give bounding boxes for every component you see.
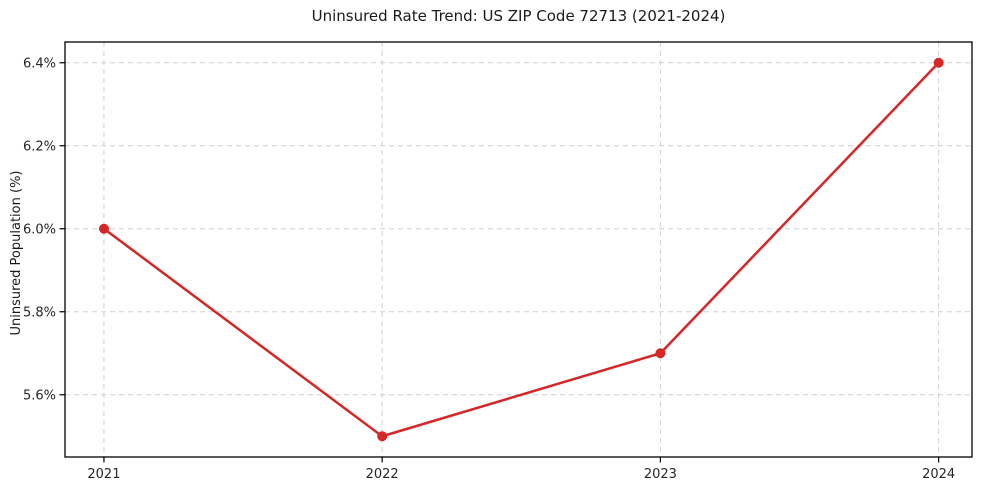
chart-title: Uninsured Rate Trend: US ZIP Code 72713 … <box>311 7 726 25</box>
data-point <box>377 431 388 442</box>
y-tick-label: 6.2% <box>23 139 56 154</box>
data-point <box>655 348 666 359</box>
y-axis-label-text: Uninsured Population (%) <box>9 170 24 336</box>
y-tick-label: 6.4% <box>23 56 56 71</box>
y-tick-label: 6.0% <box>23 222 56 237</box>
x-tick-label: 2024 <box>922 467 955 482</box>
x-tick-label: 2023 <box>644 467 677 482</box>
y-tick-label: 5.8% <box>23 305 56 320</box>
data-point <box>98 223 109 234</box>
x-tick-label: 2022 <box>366 467 399 482</box>
data-point <box>933 57 944 68</box>
plot-border <box>64 41 973 458</box>
y-tick-label: 5.6% <box>23 388 56 403</box>
x-tick-label: 2021 <box>87 467 120 482</box>
trend-line <box>102 61 940 438</box>
plot-background <box>65 42 972 457</box>
